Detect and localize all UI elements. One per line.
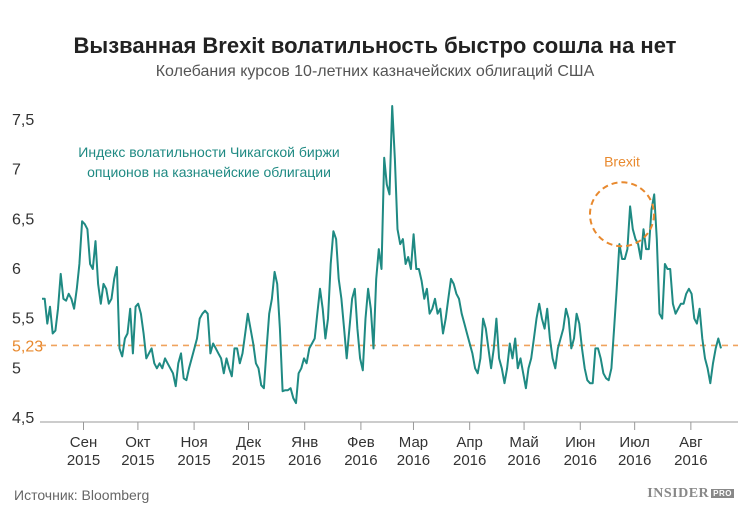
y-tick-label: 5 [12,360,21,377]
x-tick-month: Май [509,434,538,451]
chart-title: Вызванная Brexit волатильность быстро со… [73,33,677,58]
brand-logo: INSIDER PRO [647,486,734,502]
chart-subtitle: Колебания курсов 10-летних казначейских … [155,63,595,80]
y-tick-label: 7 [12,162,21,179]
x-tick-year: 2016 [397,452,430,469]
brand-name: INSIDER [647,486,710,501]
y-tick-label: 5,5 [12,311,34,328]
x-tick-year: 2015 [177,452,210,469]
x-tick-month: Июн [565,434,595,451]
x-tick-month: Янв [291,434,318,451]
series-label: Индекс волатильности Чикагской биржи [78,144,339,160]
volatility-line-chart: 4,555,566,577,5Сен2015Окт2015Ноя2015Дек2… [12,105,738,469]
y-tick-label: 7,5 [12,112,34,129]
x-tick-year: 2015 [121,452,154,469]
x-tick-year: 2016 [674,452,707,469]
x-tick-month: Мар [399,434,428,451]
x-tick-year: 2015 [67,452,100,469]
series-line [42,105,722,405]
x-tick-month: Авг [679,434,703,451]
source-note: Источник: Bloomberg [14,487,150,503]
x-tick-month: Окт [125,434,150,451]
x-tick-month: Фев [347,434,375,451]
series-label: опционов на казначейские облигации [87,164,331,180]
brexit-circle [588,181,655,248]
x-tick-month: Апр [456,434,482,451]
x-tick-year: 2016 [507,452,540,469]
x-tick-year: 2016 [288,452,321,469]
x-tick-year: 2016 [344,452,377,469]
brand-suffix: PRO [711,489,734,499]
x-tick-year: 2016 [564,452,597,469]
x-tick-month: Сен [70,434,97,451]
x-tick-month: Ноя [180,434,207,451]
y-tick-label: 6,5 [12,211,34,228]
reference-line-label: 5,23 [12,338,43,355]
x-tick-month: Дек [236,434,262,451]
x-tick-year: 2015 [232,452,265,469]
y-tick-label: 4,5 [12,410,34,427]
x-tick-month: Июл [619,434,649,451]
brexit-label: Brexit [604,153,640,169]
x-tick-year: 2016 [618,452,651,469]
y-tick-label: 6 [12,261,21,278]
x-tick-year: 2016 [453,452,486,469]
